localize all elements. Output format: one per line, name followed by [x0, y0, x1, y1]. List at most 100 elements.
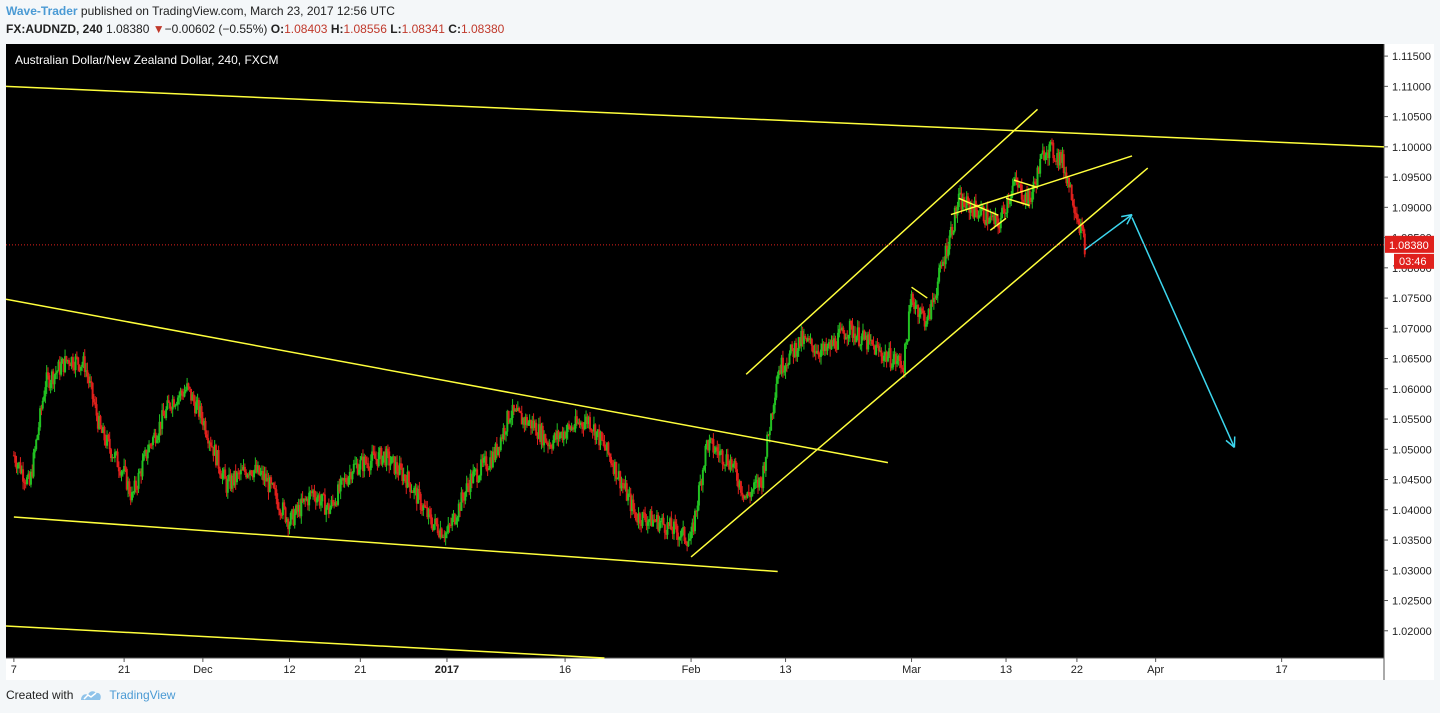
candle-body: [375, 458, 378, 460]
candle-body: [19, 462, 22, 474]
candle-body: [415, 487, 418, 504]
candle-body: [18, 462, 21, 465]
candle-body: [16, 464, 19, 469]
candle-body: [291, 509, 294, 513]
candle-body: [965, 196, 968, 209]
candle-body: [410, 491, 413, 493]
y-tick-label: 1.09500: [1392, 172, 1432, 184]
candle-body: [297, 505, 300, 512]
y-tick-label: 1.11500: [1392, 51, 1431, 63]
candle-body: [1054, 160, 1057, 162]
candle-body: [246, 474, 249, 478]
candle-body: [1014, 177, 1017, 181]
candle-body: [608, 453, 611, 457]
candle-body: [277, 508, 280, 511]
candle-body: [358, 469, 361, 475]
candle-body: [435, 518, 438, 525]
candle-body: [29, 471, 32, 485]
candle-body: [911, 293, 914, 303]
candle-body: [321, 493, 324, 502]
candle-body: [242, 466, 245, 470]
candle-body: [957, 193, 960, 207]
candle-body: [187, 383, 190, 387]
candle-body: [1068, 177, 1071, 188]
candle-body: [536, 435, 539, 439]
candle-body: [308, 492, 311, 506]
candle-body: [508, 419, 511, 423]
candle-body: [869, 339, 872, 341]
candle-body: [1050, 141, 1053, 143]
candle-body: [737, 480, 740, 488]
tradingview-link[interactable]: TradingView: [79, 688, 175, 702]
candle-body: [675, 523, 678, 533]
candle-body: [14, 455, 17, 463]
chart-area[interactable]: 1.11500 1.11000 1.10500 1.10000 1.09500 1.090…: [6, 44, 1434, 680]
x-tick-label: 17: [1276, 664, 1288, 676]
candle-body: [839, 328, 842, 330]
candle-body: [972, 209, 975, 218]
candle-body: [325, 507, 328, 515]
x-tick-label: Mar: [902, 664, 921, 676]
candle-body: [577, 422, 580, 424]
candle-body: [372, 451, 375, 454]
candle-body: [1041, 150, 1044, 154]
candle-body: [774, 397, 777, 406]
candle-body: [550, 447, 553, 449]
candle-body: [23, 481, 26, 483]
candle-body: [777, 370, 780, 375]
candle-body: [259, 472, 262, 475]
candle-body: [864, 335, 867, 340]
candle-body: [355, 463, 358, 465]
candle-body: [619, 471, 622, 489]
candle-body: [982, 206, 985, 222]
candle-body: [703, 465, 706, 470]
candle-body: [432, 524, 435, 530]
candle-body: [451, 518, 454, 526]
candle-body: [137, 472, 140, 489]
candle-body: [915, 305, 918, 307]
candle-body: [338, 484, 341, 492]
candle-body: [850, 320, 853, 325]
candle-body: [498, 446, 501, 451]
candle-body: [442, 536, 445, 538]
candle-body: [634, 512, 637, 521]
candle-body: [136, 488, 139, 490]
candle-body: [1044, 155, 1047, 160]
candle-body: [776, 374, 779, 384]
candle-body: [914, 306, 917, 310]
candle-body: [600, 432, 603, 440]
author-link[interactable]: Wave-Trader: [6, 4, 78, 18]
candle-body: [414, 487, 417, 489]
candle-body: [523, 418, 526, 425]
price-axis[interactable]: [1384, 44, 1434, 680]
candlestick-chart[interactable]: 1.11500 1.11000 1.10500 1.10000 1.09500 1.090…: [6, 44, 1434, 680]
candle-body: [721, 450, 724, 465]
candle-body: [430, 514, 433, 525]
candle-body: [701, 469, 704, 486]
candle-body: [709, 438, 712, 440]
candle-body: [364, 456, 367, 464]
y-tick-label: 1.09000: [1392, 202, 1432, 214]
candle-body: [704, 445, 707, 466]
candle-body: [123, 466, 126, 472]
candle-body: [648, 519, 651, 522]
time-axis[interactable]: [6, 658, 1384, 680]
candle-body: [1048, 144, 1051, 159]
candle-body: [833, 338, 836, 346]
candle-body: [317, 495, 320, 499]
candle-body: [888, 348, 891, 357]
trendline: [13, 516, 778, 573]
candle-body: [678, 537, 681, 540]
candle-body: [301, 498, 304, 502]
candle-body: [751, 489, 754, 492]
candle-body: [1081, 224, 1084, 228]
candle-body: [872, 344, 875, 346]
candle-body: [734, 461, 737, 470]
candle-body: [813, 351, 816, 353]
candle-body: [805, 337, 808, 342]
candle-body: [801, 330, 804, 344]
candle-body: [73, 367, 76, 371]
candle-body: [758, 477, 761, 488]
candle-body: [64, 356, 67, 373]
y-axis-ticks: 1.11500 1.11000 1.10500 1.10000 1.09500 1.090…: [1384, 51, 1434, 638]
